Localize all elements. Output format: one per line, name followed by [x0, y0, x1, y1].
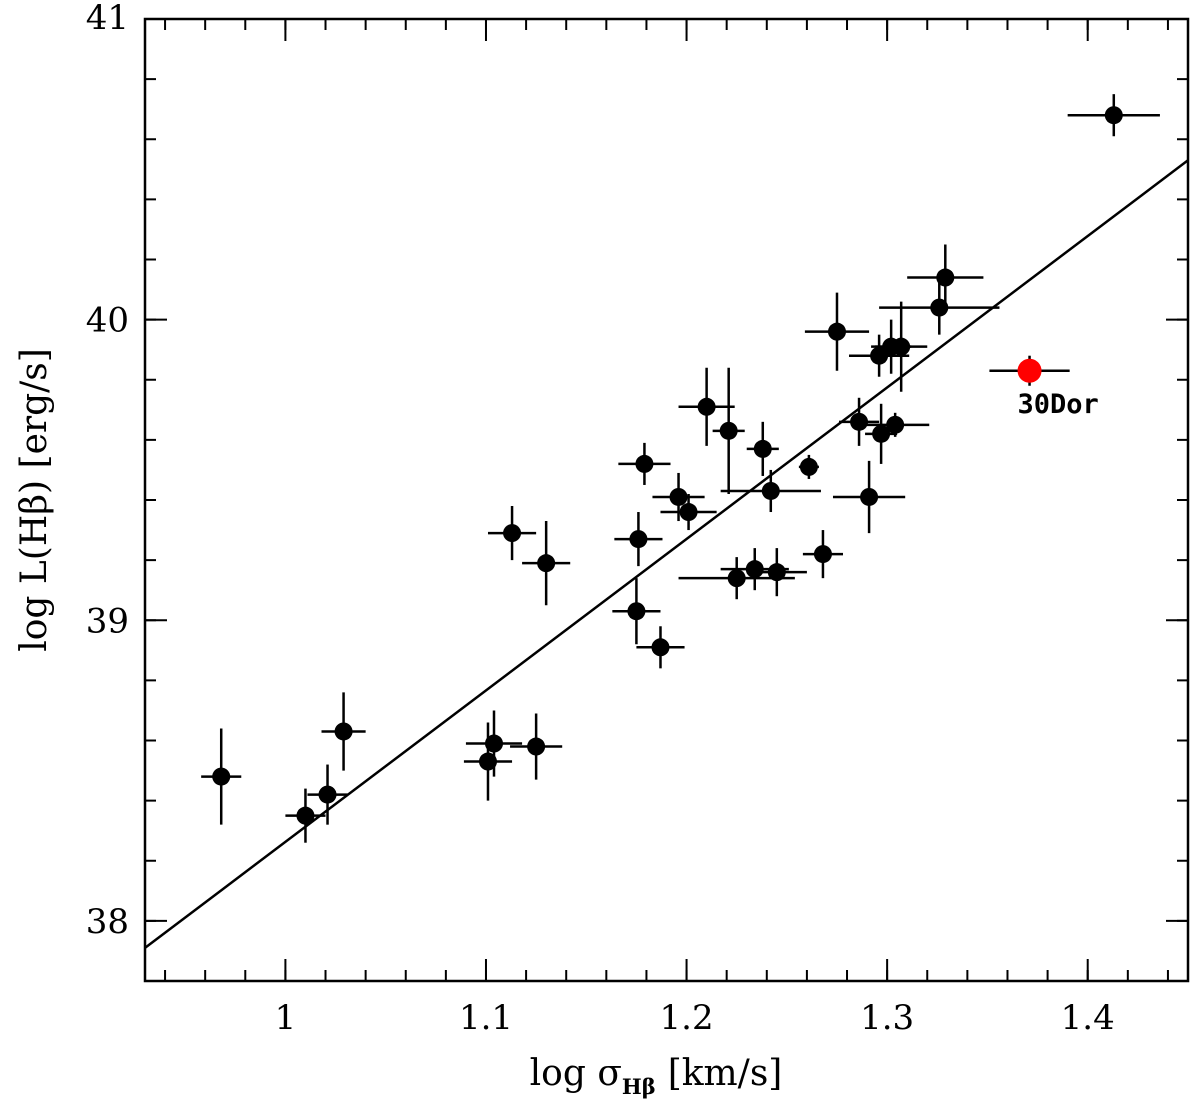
axis-ticks	[145, 18, 1188, 982]
point-marker	[503, 524, 522, 543]
data-point	[487, 506, 537, 561]
fit-line-layer	[144, 159, 1189, 949]
point-marker	[872, 424, 891, 443]
data-point	[832, 460, 906, 534]
y-tick-label: 40	[86, 301, 129, 341]
data-point	[838, 397, 880, 446]
point-marker	[813, 545, 832, 564]
point-marker	[629, 530, 648, 549]
point-marker	[478, 752, 497, 771]
x-tick-label: 1.3	[860, 998, 914, 1038]
data-point	[510, 713, 563, 780]
y-tick-label: 39	[86, 601, 129, 641]
data-point	[201, 728, 242, 825]
data-point	[522, 521, 571, 606]
point-marker	[296, 806, 315, 825]
data-point	[618, 442, 671, 485]
point-marker	[767, 563, 786, 582]
data-point	[802, 530, 844, 579]
x-tick-label: 1.2	[660, 998, 714, 1038]
point-marker	[485, 734, 504, 753]
point-marker	[930, 298, 949, 317]
point-marker	[318, 785, 337, 804]
data-point	[307, 764, 348, 825]
point-marker	[860, 487, 879, 506]
point-marker	[1104, 106, 1123, 125]
data-point	[861, 412, 930, 437]
y-tick-label: 38	[86, 902, 129, 942]
data-point	[321, 692, 366, 771]
axis-frame	[143, 17, 1190, 983]
x-axis-title-subscript: Hβ	[622, 1074, 656, 1099]
point-marker	[886, 415, 905, 434]
data-point	[465, 710, 523, 777]
data-point	[875, 301, 928, 392]
point-marker	[745, 560, 764, 579]
data-point	[879, 280, 1000, 335]
y-axis-title: log L(Hβ) [erg/s]	[14, 348, 55, 652]
point-marker	[697, 397, 716, 416]
point-marker	[753, 439, 772, 458]
x-axis-title-prefix: log σ	[530, 1053, 622, 1094]
data-point	[678, 367, 735, 446]
data-point	[865, 403, 898, 464]
point-marker	[799, 457, 818, 476]
point-marker	[669, 487, 688, 506]
data-point	[660, 493, 717, 531]
x-tick-label: 1.1	[459, 998, 513, 1038]
data-point	[720, 469, 821, 513]
point-marker	[679, 503, 698, 522]
point-marker	[627, 602, 646, 621]
highlight-point	[989, 355, 1070, 386]
data-point	[746, 548, 807, 597]
point-marker	[761, 481, 780, 500]
x-axis-title: log σHβ [km/s]	[530, 1053, 783, 1099]
point-marker	[1017, 358, 1042, 383]
data-point	[463, 722, 513, 801]
point-marker	[850, 412, 869, 431]
data-point	[907, 244, 984, 311]
data-point	[636, 626, 685, 669]
point-marker	[527, 737, 546, 756]
data-point	[1067, 94, 1160, 137]
data-point	[712, 367, 745, 494]
point-marker	[936, 268, 955, 287]
point-marker	[727, 569, 746, 588]
point-marker	[892, 337, 911, 356]
point-annotation: 30Dor	[1018, 389, 1099, 420]
annotations: 30Dor	[1018, 389, 1099, 420]
data-points	[201, 94, 1160, 843]
point-marker	[334, 722, 353, 741]
y-tick-label: 41	[86, 0, 129, 38]
tick-labels: 1 1.1 1.2 1.3 1.4 38 39 40 41	[86, 0, 1115, 1038]
x-tick-label: 1	[275, 998, 297, 1038]
data-point	[614, 512, 663, 567]
point-marker	[537, 554, 556, 573]
point-marker	[827, 322, 846, 341]
x-tick-label: 1.4	[1061, 998, 1115, 1038]
data-point	[804, 292, 870, 371]
point-marker	[635, 454, 654, 473]
point-marker	[212, 767, 231, 786]
point-marker	[651, 638, 670, 657]
data-point	[798, 454, 819, 479]
fit-line	[144, 159, 1189, 949]
x-axis-title-suffix: [km/s]	[668, 1053, 783, 1094]
point-marker	[719, 421, 738, 440]
data-point	[285, 788, 326, 843]
plot-frame	[143, 17, 1190, 983]
data-point	[746, 421, 779, 476]
data-point	[612, 578, 661, 645]
